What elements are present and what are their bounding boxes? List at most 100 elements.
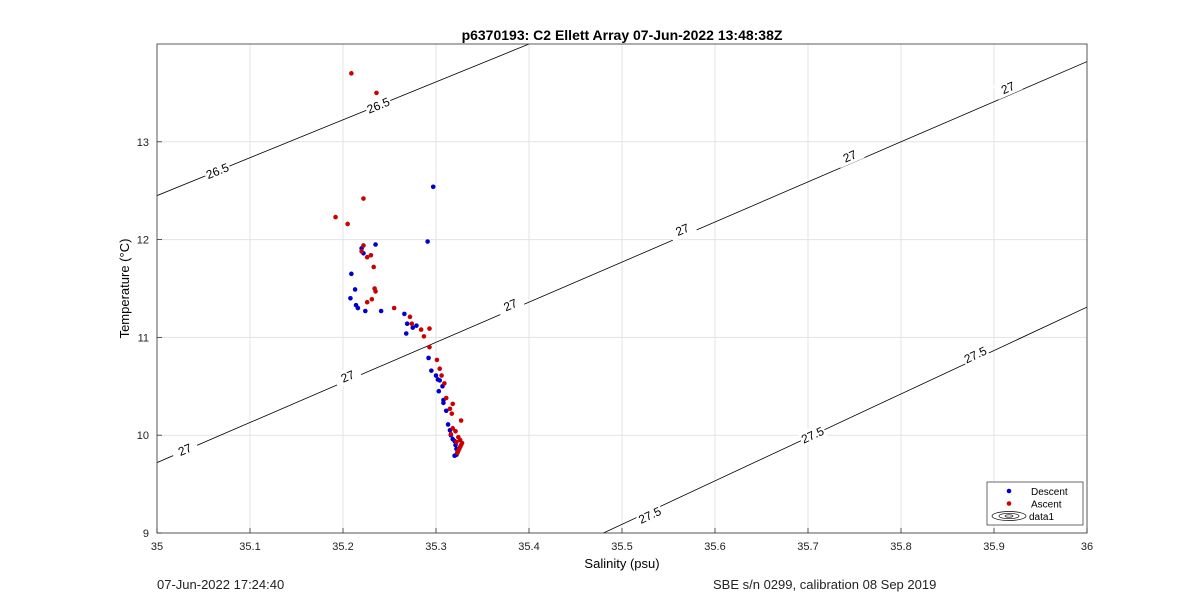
ascent-point (407, 314, 413, 320)
contour-label-bg (667, 217, 698, 242)
ascent-point (371, 264, 376, 270)
ascent-point (434, 357, 440, 363)
y-axis-label: Temperature (°C) (117, 239, 132, 339)
legend-label: data1 (1029, 512, 1054, 523)
legend-label: Ascent (1031, 500, 1062, 511)
legend-label: Descent (1031, 487, 1068, 498)
descent-point (437, 378, 443, 383)
series-descent (348, 184, 460, 459)
contour-label-bg (202, 158, 233, 183)
ascent-point (450, 426, 456, 431)
y-tick-label: 10 (137, 430, 149, 442)
ascent-point (361, 243, 366, 248)
descent-point (355, 305, 361, 311)
descent-point (373, 242, 378, 247)
descent-point (426, 355, 431, 361)
ascent-point (369, 296, 375, 302)
ascent-point (333, 214, 338, 220)
ascent-point (454, 439, 459, 445)
x-tick-label: 35.6 (704, 541, 725, 553)
contour-label-bg (169, 437, 200, 462)
ascent-point (374, 90, 379, 96)
contour-label: 27 (339, 367, 357, 385)
x-tick-label: 35.5 (611, 541, 632, 553)
ascent-point (439, 373, 444, 378)
ascent-point (418, 327, 424, 332)
ascent-point (427, 344, 432, 350)
ascent-point (421, 334, 427, 339)
contour-label: 27 (841, 147, 859, 165)
legend-marker (1006, 501, 1012, 506)
ascent-point (427, 326, 432, 331)
descent-point (352, 287, 358, 292)
contour-label-bg (363, 93, 394, 118)
grid (156, 44, 1088, 534)
descent-point (348, 295, 353, 301)
x-tick-label: 35 (151, 541, 163, 553)
ascent-point (447, 406, 453, 412)
ascent-point (391, 305, 397, 311)
ascent-point (455, 450, 460, 456)
contour-label-bg (495, 292, 526, 317)
descent-point (404, 321, 410, 327)
descent-point (429, 368, 434, 373)
ascent-point (373, 289, 378, 294)
descent-point (378, 308, 384, 314)
ascent-point (345, 221, 350, 227)
contour-line (603, 306, 1087, 533)
ascent-point (449, 411, 455, 416)
contour-label-bg (960, 342, 991, 367)
descent-point (414, 323, 419, 328)
x-tick-label: 35.7 (797, 541, 818, 553)
x-tick-label: 35.8 (890, 541, 911, 553)
contour-label: 27 (501, 296, 519, 314)
y-tick-label: 13 (137, 137, 149, 149)
legend-marker (1006, 488, 1012, 494)
ascent-point (364, 299, 370, 305)
ascent-point (448, 431, 454, 437)
ascent-point (453, 428, 458, 434)
ascent-point (409, 321, 415, 327)
descent-point (436, 388, 442, 394)
contour-label-bg (992, 75, 1023, 100)
x-tick-label: 35.9 (983, 541, 1004, 553)
contour-label-bg (797, 422, 828, 448)
x-tick-label: 35.1 (239, 541, 260, 553)
legend-contour-icon (991, 511, 1027, 521)
ascent-point (359, 249, 364, 254)
ascent-point (458, 418, 464, 423)
descent-point (410, 325, 416, 330)
descent-point (443, 408, 449, 414)
ascent-point (349, 71, 354, 76)
descent-point (402, 311, 407, 317)
legend-contour-icon (998, 512, 1020, 520)
ascent-point (450, 401, 456, 407)
contour-label-bg (332, 364, 363, 389)
contour-label-bg (634, 502, 665, 528)
ascent-point (361, 196, 366, 201)
x-tick-label: 35.4 (518, 541, 539, 553)
descent-point (430, 184, 436, 190)
ascent-point (443, 395, 449, 401)
ascent-point (364, 254, 370, 260)
series-ascent (333, 71, 465, 456)
x-axis-label: Salinity (psu) (584, 556, 659, 571)
descent-point (403, 331, 409, 336)
y-tick-label: 9 (143, 528, 149, 540)
y-tick-label: 11 (138, 332, 149, 344)
x-tick-label: 35.3 (425, 541, 446, 553)
x-tick-label: 36 (1081, 541, 1093, 553)
footer-calibration: SBE s/n 0299, calibration 08 Sep 2019 (713, 577, 937, 592)
footer-timestamp: 07-Jun-2022 17:24:40 (157, 577, 285, 592)
descent-point (349, 271, 354, 277)
descent-point (425, 239, 430, 244)
y-tick-label: 12 (137, 235, 149, 247)
contour-label: 27 (176, 441, 194, 459)
descent-point (363, 308, 368, 314)
legend-contour-icon (1004, 514, 1014, 518)
ascent-point (437, 366, 443, 371)
descent-point (441, 400, 446, 406)
